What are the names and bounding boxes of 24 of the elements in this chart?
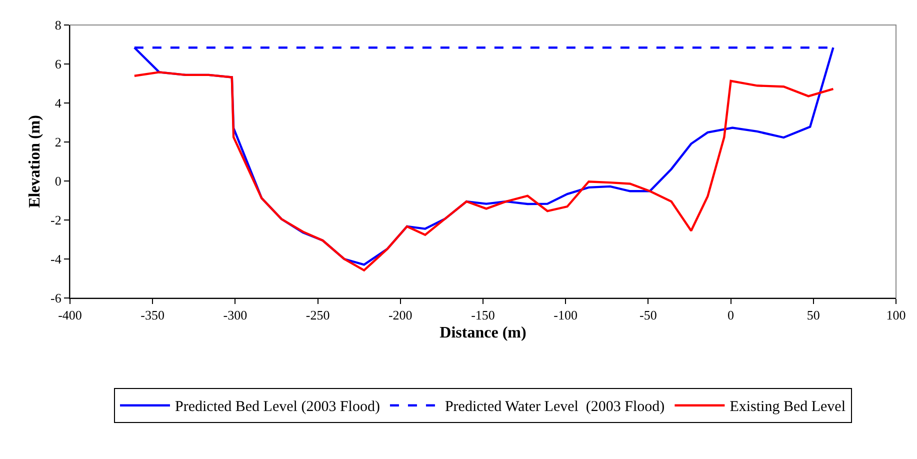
x-tick-label: 100	[886, 308, 906, 323]
x-tick-label: -50	[640, 308, 657, 323]
legend-label: Existing Bed Level	[730, 399, 846, 416]
y-tick-label: 0	[54, 174, 62, 189]
x-tick-label: -400	[58, 308, 82, 323]
x-tick-label: 0	[728, 308, 734, 323]
y-tick-label: 2	[54, 134, 62, 150]
y-tick-label: 6	[54, 56, 62, 72]
x-tick-label: -350	[140, 308, 165, 323]
y-axis-title: Elevation (m)	[26, 115, 44, 208]
y-tick-label: 4	[54, 96, 62, 111]
x-tick-label: -250	[306, 308, 330, 323]
y-tick-label: -6	[50, 290, 62, 306]
legend-label: Predicted Bed Level (2003 Flood)	[175, 399, 380, 416]
x-tick-label: -200	[388, 308, 412, 323]
y-tick-label: -2	[50, 212, 62, 228]
x-tick-label: 50	[806, 308, 820, 323]
x-tick-label: -150	[471, 308, 495, 323]
x-tick-label: -300	[223, 308, 248, 323]
x-tick-label: -100	[554, 308, 578, 323]
y-tick-label: -4	[50, 252, 62, 267]
x-axis-title: Distance (m)	[440, 324, 526, 342]
legend-label: Predicted Water Level (2003 Flood)	[444, 399, 665, 416]
y-tick-label: 8	[54, 18, 62, 33]
